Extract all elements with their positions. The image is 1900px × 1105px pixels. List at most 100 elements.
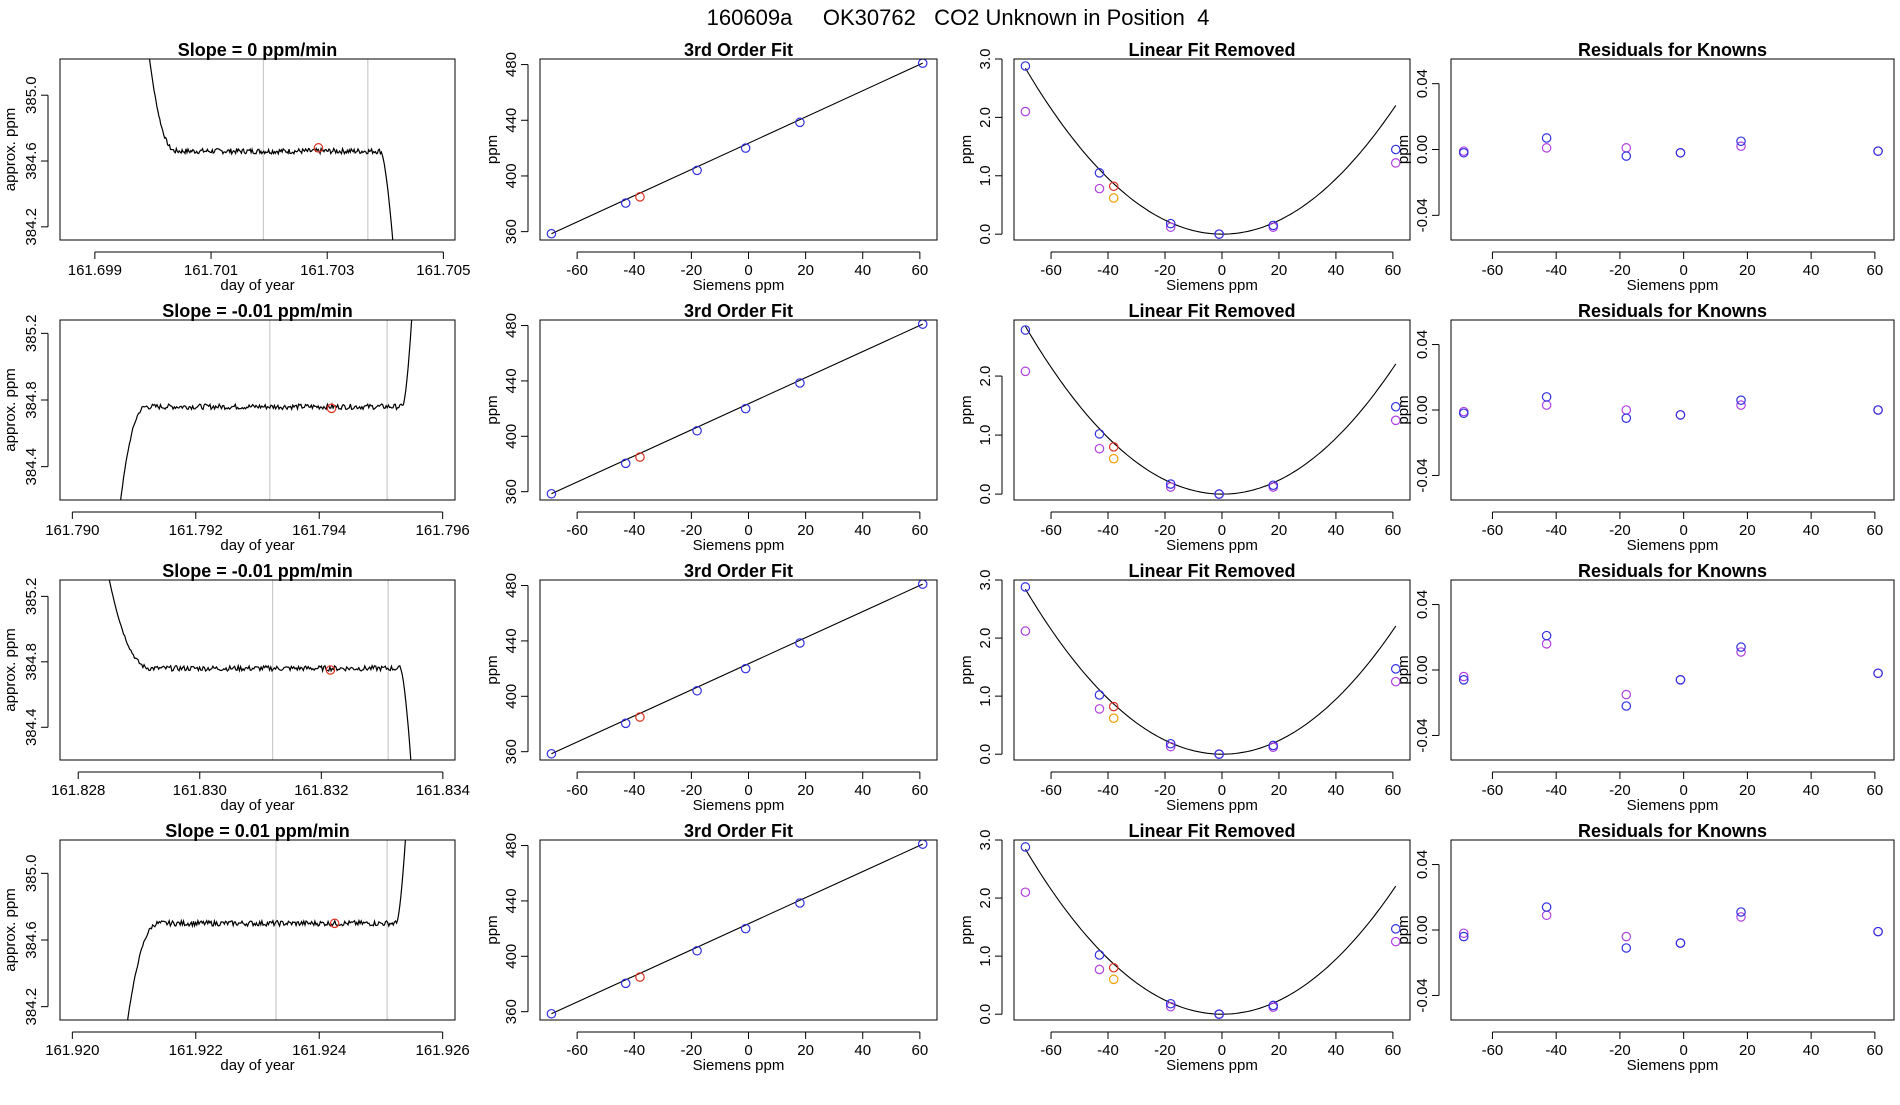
violet-point [1094, 183, 1105, 194]
known-point [1873, 146, 1883, 156]
known-point [795, 898, 805, 908]
panel-title: Slope = 0 ppm/min [178, 40, 338, 60]
unknown-point [313, 143, 324, 153]
x-tick-label: 40 [1803, 1042, 1820, 1059]
y-tick-label: 0.04 [1414, 850, 1431, 879]
panel-title: Residuals for Knowns [1578, 821, 1767, 841]
unknown-point [635, 192, 645, 202]
plot-area [546, 320, 928, 499]
known-point [1390, 924, 1401, 934]
panel-title: Residuals for Knowns [1578, 561, 1767, 581]
x-tick-label: -40 [1097, 522, 1119, 539]
x-tick-label: 60 [912, 782, 929, 799]
x-tick-label: 161.796 [416, 522, 470, 539]
x-axis-label: Siemens ppm [1166, 797, 1258, 814]
unknown-point [329, 918, 340, 929]
x-tick-label: -20 [1154, 1042, 1176, 1059]
plot-area [1020, 325, 1401, 499]
panel-r3-c4: Residuals for Knowns -60 -40 -20 0 20 40 60 -0.0… [1395, 561, 1895, 814]
y-tick-label: 360 [503, 479, 520, 504]
x-tick-label: -40 [623, 262, 645, 279]
fit-curve [1024, 326, 1397, 495]
known-point [740, 403, 751, 414]
panel-frame [1013, 58, 1411, 241]
known-point [1165, 218, 1176, 229]
y-tick-label: 480 [503, 573, 520, 598]
known-point [1541, 630, 1552, 641]
violet-point [1020, 626, 1031, 636]
known-point [1541, 392, 1552, 402]
panel-frame [539, 839, 938, 1021]
x-tick-label: 161.926 [416, 1042, 470, 1059]
violet-point [1541, 910, 1552, 921]
known-point [546, 228, 557, 239]
y-tick-label: 385.2 [23, 578, 40, 616]
panel-r1-c3: Linear Fit Removed -60 -40 -20 0 20 40 60 0.0 1.0… [958, 40, 1411, 294]
known-point [1736, 136, 1746, 147]
plot-area [546, 580, 928, 759]
violet-point [1541, 400, 1552, 410]
violet-point [1020, 106, 1031, 117]
x-tick-label: 60 [912, 262, 929, 279]
panel-r3-c2: 3rd Order Fit -60 -40 -20 0 20 40 60 360 400 440 48… [484, 561, 938, 814]
panel-title: Residuals for Knowns [1578, 40, 1767, 60]
panel-r4-c4: Residuals for Knowns -60 -40 -20 0 20 40 60 -0.0… [1395, 821, 1895, 1074]
x-tick-label: -20 [1154, 262, 1176, 279]
y-tick-label: 0.0 [977, 1004, 994, 1025]
x-tick-label: 60 [1867, 1042, 1884, 1059]
panel-frame [59, 839, 456, 1021]
y-axis-label: approx. ppm [2, 888, 19, 971]
y-tick-label: 400 [503, 163, 520, 188]
panel-r4-c2: 3rd Order Fit -60 -40 -20 0 20 40 60 360 400 440 48… [484, 821, 938, 1074]
panel-title: Residuals for Knowns [1578, 301, 1767, 321]
x-tick-label: 20 [1271, 1042, 1288, 1059]
fit-line [551, 843, 923, 1015]
panel-frame [539, 58, 938, 241]
x-tick-label: 40 [1803, 522, 1820, 539]
panel-frame [1450, 58, 1895, 241]
plot-area [1458, 902, 1883, 953]
violet-point [1621, 405, 1632, 415]
y-tick-label: 1.0 [977, 425, 994, 446]
unknown-point [1108, 442, 1119, 452]
plot-area [148, 59, 394, 240]
plot-area [546, 840, 928, 1019]
plot-area [1458, 392, 1883, 423]
x-tick-label: 60 [1867, 522, 1884, 539]
known-point [546, 488, 557, 499]
known-point [1214, 1009, 1224, 1019]
x-axis-label: Siemens ppm [1627, 1057, 1719, 1074]
y-tick-label: 0.00 [1414, 915, 1431, 944]
orange-point [1108, 713, 1119, 723]
x-axis-label: day of year [220, 797, 294, 814]
x-tick-label: -40 [1097, 262, 1119, 279]
plot-area [1020, 582, 1401, 759]
x-tick-label: 20 [1739, 522, 1756, 539]
y-tick-label: 385.0 [23, 76, 40, 114]
y-tick-label: -0.04 [1414, 718, 1431, 752]
known-point [1390, 664, 1401, 674]
x-tick-label: 0 [1218, 782, 1226, 799]
x-tick-label: -20 [1609, 262, 1631, 279]
y-tick-label: 3.0 [977, 830, 994, 851]
x-tick-label: 161.705 [416, 262, 470, 279]
panel-r2-c4: Residuals for Knowns -60 -40 -20 0 20 40 60 -0.0… [1395, 301, 1895, 554]
y-tick-label: 0.00 [1414, 395, 1431, 424]
violet-point [1736, 912, 1746, 922]
x-tick-label: 0 [1218, 1042, 1226, 1059]
x-tick-label: 60 [912, 522, 929, 539]
known-point [692, 945, 702, 956]
x-tick-label: -20 [681, 262, 703, 279]
unknown-point [1108, 701, 1119, 712]
fit-line [551, 323, 923, 495]
y-axis-label: approx. ppm [2, 368, 19, 451]
known-point [1458, 408, 1469, 419]
known-point [1675, 147, 1686, 158]
violet-point [1621, 143, 1632, 153]
x-tick-label: 40 [1328, 262, 1345, 279]
y-axis-label: ppm [484, 395, 501, 424]
x-tick-label: 0 [1679, 522, 1687, 539]
panel-frame [59, 319, 456, 501]
panel-r1-c4: Residuals for Knowns -60 -40 -20 0 20 40 60 -0.0… [1395, 40, 1895, 294]
y-axis-label: ppm [958, 915, 975, 944]
